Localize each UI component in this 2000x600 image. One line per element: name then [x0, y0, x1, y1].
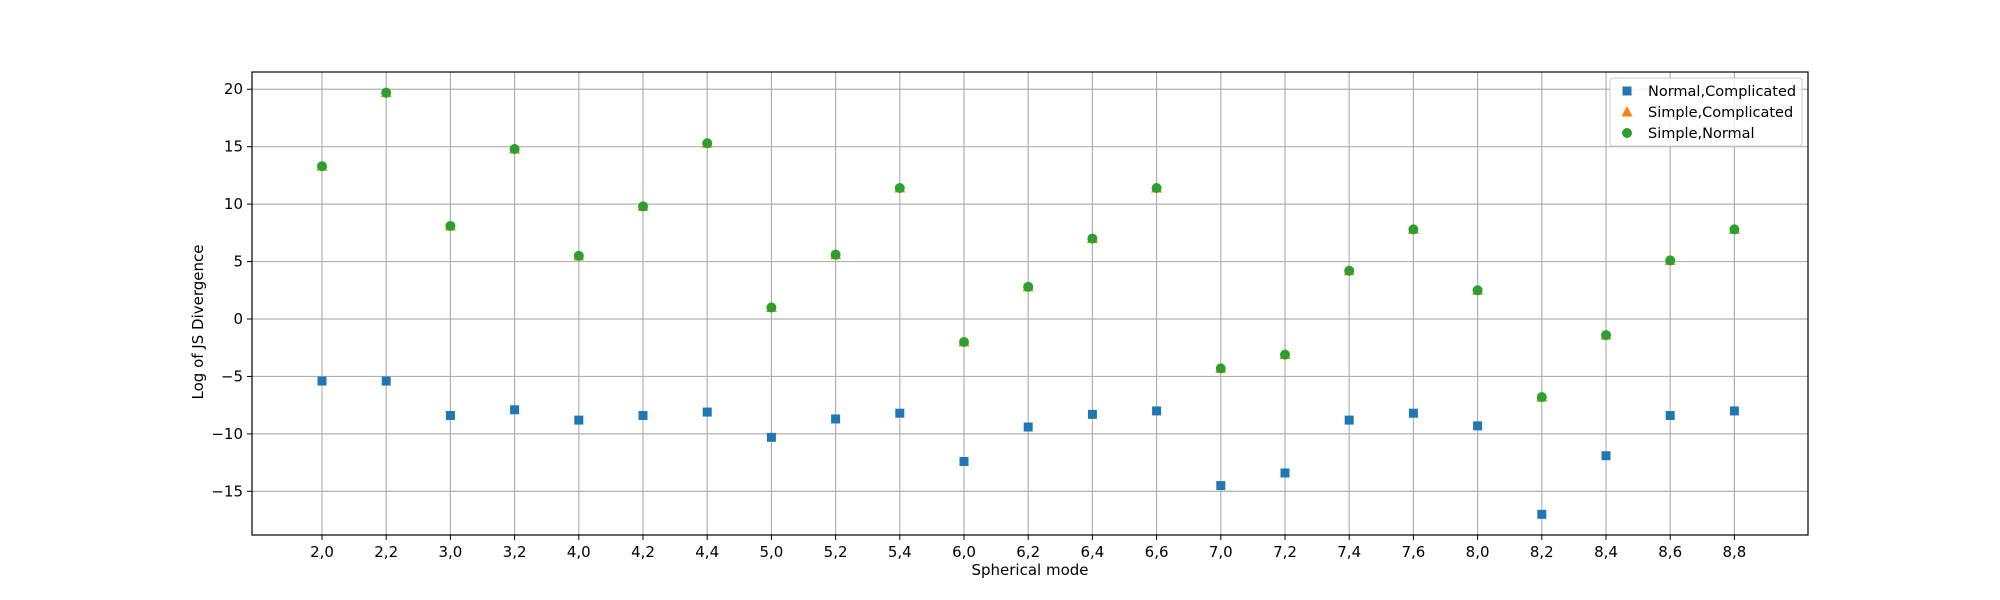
data-point [830, 249, 841, 260]
x-tick-label: 8,6 [1658, 543, 1682, 561]
data-point [1152, 406, 1162, 416]
data-point [1151, 183, 1162, 194]
y-tick-label: −15 [211, 482, 243, 500]
data-point [1216, 481, 1226, 491]
x-tick-label: 3,2 [503, 543, 527, 561]
series-square [317, 376, 1739, 519]
x-tick-label: 6,2 [1016, 543, 1040, 561]
data-marks [316, 86, 1740, 519]
data-point [509, 143, 520, 154]
data-point [381, 87, 392, 98]
data-point [445, 411, 455, 421]
y-tick-label: 20 [224, 80, 243, 98]
data-point [766, 432, 776, 442]
data-point [1344, 415, 1354, 425]
data-point [959, 456, 969, 466]
data-point [1536, 392, 1547, 403]
legend-item: Simple,Normal [1622, 126, 1755, 142]
y-tick-label: 10 [224, 195, 243, 213]
legend: Normal,Complicated Simple,Complicated Simp… [1609, 77, 1803, 147]
data-point [1473, 421, 1483, 431]
data-point [702, 407, 712, 417]
x-tick-label: 4,4 [695, 543, 719, 561]
legend-box [1609, 77, 1803, 147]
x-tick-label: 3,0 [438, 543, 462, 561]
data-point [1408, 408, 1418, 418]
data-point [1215, 363, 1226, 374]
data-point [317, 376, 327, 386]
data-point [1344, 265, 1355, 276]
data-point [702, 138, 713, 149]
data-point [959, 336, 969, 347]
plot-frame [251, 71, 1809, 536]
data-point [1729, 224, 1740, 235]
data-point [894, 183, 905, 194]
data-point [1537, 509, 1547, 519]
y-tick-label: 5 [233, 253, 243, 271]
x-tick-label: 6,4 [1080, 543, 1104, 561]
legend-item: Normal,Complicated [1622, 84, 1796, 100]
x-tick-label: 2,0 [310, 543, 334, 561]
x-tick-label: 6,6 [1145, 543, 1169, 561]
x-tick-label: 4,0 [567, 543, 591, 561]
x-tick-label: 7,4 [1337, 543, 1361, 561]
data-point [381, 376, 391, 386]
x-tick-label: 4,2 [631, 543, 655, 561]
y-tick-label: −5 [221, 367, 243, 385]
x-tick-label: 5,4 [888, 543, 912, 561]
x-tick-label: 5,0 [759, 543, 783, 561]
data-point [573, 250, 584, 261]
x-tick-label: 5,2 [824, 543, 848, 561]
x-tick-label: 8,4 [1594, 543, 1618, 561]
axis-ticks: 2,0 2,2 3,0 3,2 4,0 4,2 4,4 5,0 5,2 5,4 6,0 6,2 6,4 6… [211, 80, 1746, 561]
data-point [831, 414, 841, 424]
data-point [445, 220, 456, 231]
data-point [1601, 330, 1611, 341]
y-tick-label: −10 [211, 425, 243, 443]
data-point [1280, 468, 1290, 478]
y-tick-label: 0 [233, 310, 243, 328]
x-tick-label: 8,8 [1722, 543, 1746, 561]
data-point [1472, 285, 1483, 296]
data-point [1408, 224, 1419, 235]
data-point [638, 201, 648, 212]
x-tick-label: 2,2 [374, 543, 398, 561]
x-tick-label: 7,0 [1209, 543, 1233, 561]
legend-item: Simple,Complicated [1621, 105, 1793, 121]
legend-label: Simple,Complicated [1648, 105, 1793, 121]
data-point [1665, 255, 1676, 266]
legend-marker [1621, 106, 1633, 117]
data-point [1087, 409, 1097, 419]
legend-label: Normal,Complicated [1648, 84, 1796, 100]
x-tick-label: 6,0 [952, 543, 976, 561]
x-tick-label: 7,2 [1273, 543, 1297, 561]
data-point [1729, 406, 1739, 416]
x-tick-label: 7,6 [1401, 543, 1425, 561]
data-point [1023, 281, 1034, 292]
data-point [1087, 233, 1098, 244]
data-point [1665, 411, 1675, 421]
legend-label: Simple,Normal [1648, 126, 1755, 142]
x-tick-label: 8,2 [1530, 543, 1554, 561]
data-point [638, 411, 648, 421]
data-point [510, 405, 520, 415]
legend-marker [1622, 128, 1632, 138]
x-tick-label: 8,0 [1466, 543, 1490, 561]
data-point [317, 161, 327, 172]
data-point [895, 408, 905, 418]
y-tick-label: 15 [224, 138, 243, 156]
data-point [574, 415, 584, 425]
series-circle [317, 87, 1740, 403]
data-point [1023, 422, 1033, 432]
legend-marker [1622, 86, 1632, 96]
y-axis-title: Log of JS Divergence [189, 245, 207, 400]
data-point [1280, 349, 1290, 360]
data-point [766, 302, 777, 313]
x-axis-title: Spherical mode [971, 561, 1088, 579]
data-point [1601, 451, 1611, 461]
